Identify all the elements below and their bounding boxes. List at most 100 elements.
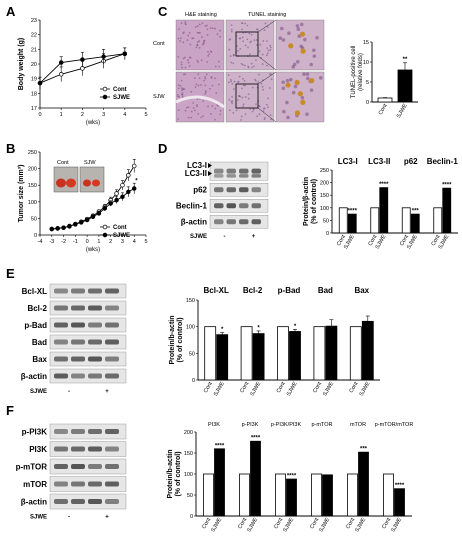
nucleus-dot — [239, 37, 242, 40]
nucleus-dot — [229, 55, 232, 58]
tunel-positive-cell — [288, 43, 294, 49]
y-tick-label: 22 — [31, 33, 37, 39]
y-tick-label: 0 — [366, 100, 369, 106]
nucleus-dot — [204, 75, 206, 78]
bar-sjwe — [410, 213, 420, 234]
nucleus-dot — [219, 109, 222, 112]
nucleus-dot — [232, 88, 235, 90]
chart-e-apoptosis: 0 50 100 150 Protein/b-actin (% of control) Bc… — [169, 286, 380, 397]
bar-cont — [370, 207, 380, 234]
y-tick-label: 100 — [184, 472, 193, 478]
blot-band — [239, 187, 249, 193]
nucleus-dot — [201, 22, 204, 25]
nucleus-dot — [244, 44, 247, 47]
nucleus-dot — [206, 28, 209, 31]
nucleus-dot — [197, 31, 200, 34]
nucleus-dot — [231, 95, 233, 98]
nucleus-dot — [184, 21, 187, 23]
nucleus-dot — [230, 24, 233, 27]
blot-band — [71, 481, 85, 487]
nucleus-dot — [303, 37, 307, 42]
treatment-label: SJWE — [30, 515, 47, 521]
category-label-cont: Cont — [239, 381, 250, 394]
group-label: PI3K — [208, 422, 220, 428]
micrograph-grid: H&E staining TUNEL staining Cont SJW — [153, 12, 325, 123]
x-axis-label: (wks) — [86, 120, 100, 126]
blot-band — [105, 322, 119, 328]
nucleus-dot — [263, 107, 266, 110]
y-axis-label-units: (% of control) — [311, 179, 318, 224]
blot-label-bcl-xl: Bcl-XL — [22, 287, 47, 296]
nucleus-dot — [209, 50, 212, 53]
photo-label-cont: Cont — [57, 160, 69, 166]
bar-cont — [311, 473, 322, 517]
nucleus-dot — [242, 77, 244, 80]
treatment-label: SJWE — [30, 389, 47, 395]
bar-sjwe — [252, 333, 265, 381]
nucleus-dot — [228, 48, 231, 51]
y-tick-label: 0 — [192, 378, 195, 384]
nucleus-dot — [266, 40, 268, 43]
nucleus-dot — [198, 46, 201, 49]
nucleus-dot — [179, 37, 182, 40]
chart-f-pi3k: 0 50 100 150 200 Protein/b-actin (% of control… — [167, 422, 413, 533]
nucleus-dot — [238, 95, 240, 98]
nucleus-dot — [305, 112, 309, 117]
nucleus-dot — [187, 106, 190, 109]
tumor-photo-cont — [53, 166, 79, 193]
y-axis-label: Protein/β-actin — [303, 177, 310, 226]
y-tick-label: 17 — [31, 106, 37, 112]
nucleus-dot — [228, 38, 231, 41]
zoom-connector — [257, 107, 277, 123]
tumor-cont-b — [66, 178, 76, 188]
nucleus-dot — [255, 103, 257, 106]
nucleus-dot — [231, 102, 234, 105]
lane-label-minus: - — [68, 515, 70, 521]
data-point-sjwe — [108, 201, 113, 206]
blot-band — [239, 174, 249, 178]
nucleus-dot — [280, 26, 284, 31]
nucleus-dot — [200, 116, 203, 119]
blot-band — [88, 339, 102, 345]
category-label-cont: Cont — [336, 234, 347, 247]
y-axis-label: Protein/b-actin — [169, 315, 176, 364]
blot-band — [88, 499, 102, 504]
group-label: Bad — [318, 286, 333, 295]
blot-band — [214, 219, 224, 225]
nucleus-dot — [190, 90, 193, 93]
nucleus-dot — [182, 73, 185, 76]
nucleus-dot — [182, 57, 185, 60]
significance-stars: **** — [395, 483, 405, 489]
zoom-box — [235, 83, 259, 109]
data-point-cont — [58, 72, 64, 77]
nucleus-dot — [196, 43, 199, 46]
significance-stars: * — [294, 324, 297, 330]
nucleus-dot — [251, 66, 253, 69]
nucleus-dot — [318, 76, 323, 80]
blot-band — [71, 356, 85, 362]
nucleus-dot — [247, 46, 249, 49]
nucleus-dot — [302, 72, 306, 76]
blot-band — [226, 174, 236, 178]
nucleus-dot — [188, 31, 191, 34]
nucleus-dot — [291, 90, 296, 95]
nucleus-dot — [315, 36, 319, 40]
nucleus-dot — [183, 56, 186, 59]
nucleus-dot — [258, 113, 261, 116]
tunel-positive-cell — [300, 99, 306, 105]
nucleus-dot — [214, 118, 216, 121]
tumor-cont-a — [56, 178, 66, 188]
nucleus-dot — [241, 96, 244, 99]
nucleus-dot — [235, 109, 238, 112]
photo-label-sjw: SJW — [84, 160, 96, 166]
blot-band — [71, 288, 85, 294]
nucleus-dot — [177, 84, 180, 87]
tumor-photo-sjw — [79, 166, 105, 193]
arrowhead-icon — [208, 163, 212, 168]
nucleus-dot — [282, 109, 286, 114]
nucleus-dot — [237, 49, 240, 52]
nucleus-dot — [240, 115, 243, 118]
blot-band — [88, 322, 102, 328]
blot-band — [88, 429, 102, 434]
significance-stars: ** — [403, 57, 408, 63]
